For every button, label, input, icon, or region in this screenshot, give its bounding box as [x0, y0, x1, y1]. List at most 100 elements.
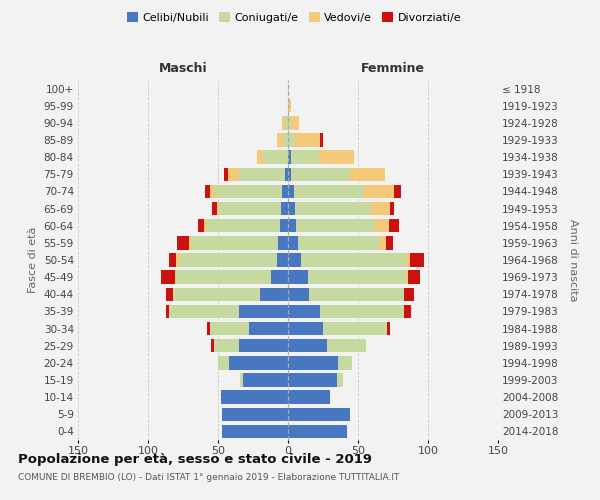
Bar	[218, 356, 229, 370]
Bar	[298, 236, 379, 250]
Bar	[161, 270, 175, 284]
Bar	[288, 408, 350, 421]
Bar	[173, 288, 260, 301]
Bar	[285, 168, 288, 181]
Bar	[288, 150, 291, 164]
Bar	[222, 424, 288, 438]
Bar	[406, 270, 409, 284]
Bar	[207, 219, 280, 232]
Bar	[338, 356, 352, 370]
Bar	[229, 356, 288, 370]
Bar	[239, 304, 288, 318]
Bar	[191, 236, 278, 250]
Bar	[371, 202, 390, 215]
Bar	[288, 270, 308, 284]
Bar	[281, 202, 288, 215]
Bar	[389, 219, 398, 232]
Text: Femmine: Femmine	[361, 62, 425, 75]
Bar	[406, 254, 410, 266]
Bar	[179, 254, 277, 266]
Bar	[222, 408, 288, 421]
Bar	[295, 202, 371, 215]
Bar	[288, 99, 291, 112]
Bar	[283, 184, 288, 198]
Bar	[209, 184, 215, 198]
Bar	[375, 219, 389, 232]
Bar	[169, 304, 239, 318]
Bar	[409, 270, 419, 284]
Bar	[220, 202, 281, 215]
Bar	[288, 219, 296, 232]
Bar	[257, 150, 263, 164]
Bar	[285, 116, 288, 130]
Bar	[288, 236, 298, 250]
Bar	[288, 288, 309, 301]
Bar	[283, 116, 285, 130]
Bar	[209, 322, 249, 336]
Bar	[320, 134, 323, 146]
Bar	[207, 322, 209, 336]
Bar	[291, 116, 299, 130]
Bar	[176, 254, 179, 266]
Bar	[379, 236, 386, 250]
Bar	[390, 202, 394, 215]
Bar	[386, 236, 393, 250]
Bar	[175, 270, 176, 284]
Bar	[388, 322, 390, 336]
Bar	[221, 390, 288, 404]
Bar	[291, 150, 319, 164]
Bar	[288, 168, 291, 181]
Bar	[288, 254, 301, 266]
Bar	[166, 288, 173, 301]
Bar	[288, 390, 330, 404]
Bar	[288, 424, 347, 438]
Bar	[288, 356, 338, 370]
Legend: Celibi/Nubili, Coniugati/e, Vedovi/e, Divorziati/e: Celibi/Nubili, Coniugati/e, Vedovi/e, Di…	[122, 8, 466, 28]
Bar	[263, 150, 288, 164]
Bar	[199, 219, 204, 232]
Bar	[319, 150, 354, 164]
Text: Maschi: Maschi	[158, 62, 208, 75]
Bar	[188, 236, 191, 250]
Bar	[337, 374, 343, 386]
Bar	[215, 184, 283, 198]
Bar	[239, 339, 288, 352]
Bar	[288, 304, 320, 318]
Bar	[295, 134, 320, 146]
Bar	[288, 116, 291, 130]
Bar	[204, 219, 207, 232]
Bar	[288, 202, 295, 215]
Bar	[296, 219, 375, 232]
Bar	[301, 254, 406, 266]
Bar	[169, 254, 176, 266]
Bar	[288, 339, 327, 352]
Bar	[309, 288, 404, 301]
Text: Popolazione per età, sesso e stato civile - 2019: Popolazione per età, sesso e stato civil…	[18, 452, 372, 466]
Bar	[271, 270, 288, 284]
Bar	[394, 184, 401, 198]
Bar	[178, 236, 188, 250]
Bar	[260, 288, 288, 301]
Bar	[224, 168, 228, 181]
Bar	[284, 134, 288, 146]
Bar	[277, 134, 284, 146]
Bar	[323, 322, 388, 336]
Bar	[243, 374, 288, 386]
Bar	[217, 202, 220, 215]
Bar	[308, 270, 406, 284]
Bar	[404, 304, 411, 318]
Bar	[277, 254, 288, 266]
Bar	[288, 322, 323, 336]
Bar	[166, 304, 169, 318]
Bar	[320, 304, 404, 318]
Bar	[288, 184, 293, 198]
Bar	[212, 202, 217, 215]
Bar	[278, 236, 288, 250]
Bar	[211, 339, 214, 352]
Bar	[239, 168, 285, 181]
Bar	[293, 184, 364, 198]
Y-axis label: Anni di nascita: Anni di nascita	[568, 219, 578, 301]
Bar	[205, 184, 209, 198]
Bar	[241, 374, 243, 386]
Bar	[288, 134, 295, 146]
